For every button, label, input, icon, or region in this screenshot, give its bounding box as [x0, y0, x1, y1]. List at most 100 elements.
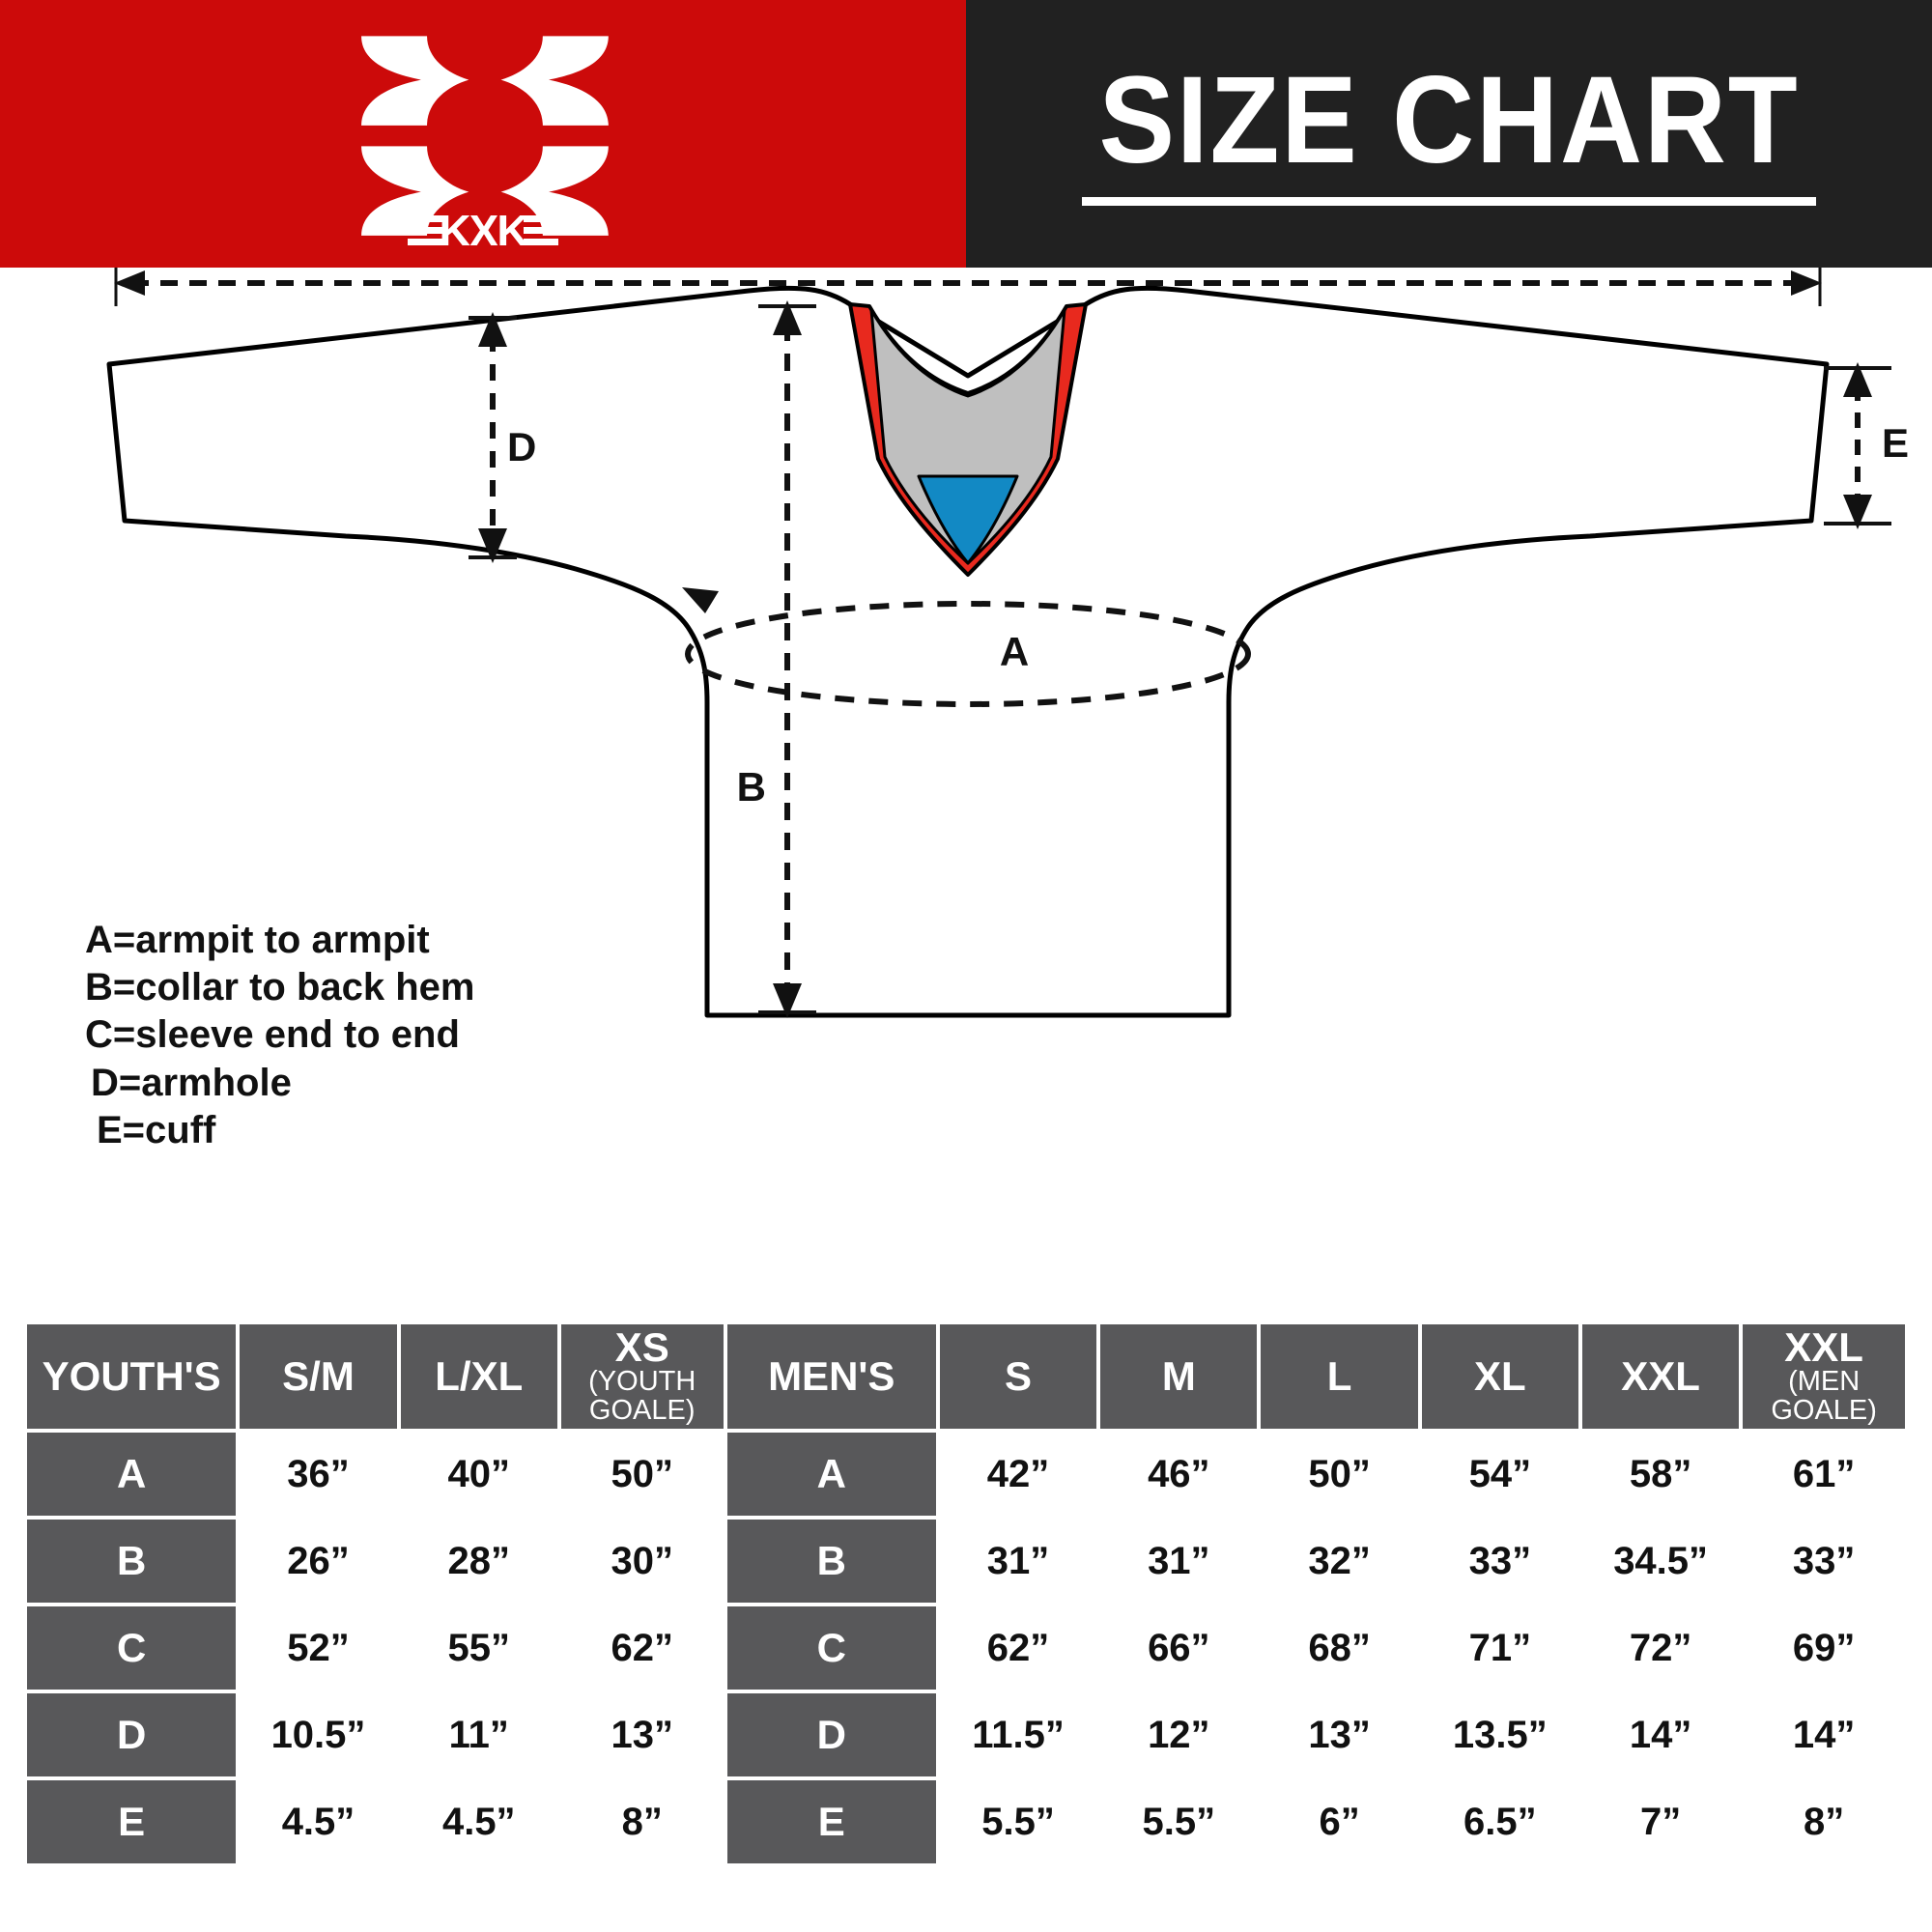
row-label-youth: D: [27, 1693, 237, 1776]
cell-youth-xs: 62”: [560, 1606, 724, 1690]
row-label-men: A: [726, 1433, 936, 1516]
dimension-b-arrow: [758, 300, 816, 1018]
cell-men-l: 68”: [1261, 1606, 1418, 1690]
measurement-legend: A=armpit to armpit B=collar to back hem …: [85, 918, 474, 1155]
dimension-e-arrow: [1824, 362, 1891, 529]
header-label: YOUTH'S: [42, 1353, 221, 1399]
legend-line-a: A=armpit to armpit: [85, 919, 430, 961]
cell-youth-sm: 10.5”: [240, 1693, 397, 1776]
table-row: C 52” 55” 62” C 62” 66” 68” 71” 72” 69”: [27, 1606, 1905, 1690]
cell-men-l: 13”: [1261, 1693, 1418, 1776]
dimension-a-ellipse: [682, 587, 1251, 707]
cell-youth-lxl: 4.5”: [400, 1780, 557, 1863]
cell-men-s: 42”: [939, 1433, 1097, 1516]
legend-line-e: E=cuff: [97, 1108, 216, 1151]
cell-men-l: 32”: [1261, 1520, 1418, 1603]
header-cell-men-m: M: [1100, 1324, 1258, 1429]
cell-men-xxl: 58”: [1581, 1433, 1740, 1516]
row-label-men: B: [726, 1520, 936, 1603]
jersey-diagram: C D E A: [0, 268, 1932, 1316]
header-cell-men-xxl-goalie: XXL (MEN GOALE): [1743, 1324, 1905, 1429]
cell-men-l: 50”: [1261, 1433, 1418, 1516]
cell-youth-lxl: 11”: [400, 1693, 557, 1776]
header-cell-youth-lxl: L/XL: [400, 1324, 557, 1429]
cell-men-xxl: 7”: [1581, 1780, 1740, 1863]
row-label-youth: A: [27, 1433, 237, 1516]
header-cell-youth-sm: S/M: [240, 1324, 397, 1429]
row-label-youth: C: [27, 1606, 237, 1690]
header-cell-men-s: S: [939, 1324, 1097, 1429]
row-label-men: E: [726, 1780, 936, 1863]
dimension-e-label: E: [1882, 420, 1909, 466]
cell-youth-sm: 36”: [240, 1433, 397, 1516]
dimension-c-arrow: [114, 268, 1822, 306]
cell-youth-xs: 13”: [560, 1693, 724, 1776]
cell-youth-sm: 26”: [240, 1520, 397, 1603]
header-label: S: [1005, 1353, 1033, 1399]
cell-men-s: 11.5”: [939, 1693, 1097, 1776]
header-sublabel: (YOUTH GOALE): [588, 1366, 696, 1426]
cell-men-l: 6”: [1261, 1780, 1418, 1863]
cell-men-xl: 71”: [1421, 1606, 1578, 1690]
table-row: B 26” 28” 30” B 31” 31” 32” 33” 34.5” 33…: [27, 1520, 1905, 1603]
cell-men-xl: 33”: [1421, 1520, 1578, 1603]
header-label: S/M: [282, 1353, 355, 1399]
header-cell-men-l: L: [1261, 1324, 1418, 1429]
cell-youth-sm: 4.5”: [240, 1780, 397, 1863]
row-label-youth: B: [27, 1520, 237, 1603]
jersey-outline: [106, 285, 1830, 1018]
legend-line-c: C=sleeve end to end: [85, 1013, 460, 1057]
page-header: KXK SIZE CHART: [0, 0, 1932, 268]
header-cell-youths: YOUTH'S: [27, 1324, 237, 1429]
table-header-row: YOUTH'S S/M L/XL XS (YOUTH GOALE) MEN'S …: [27, 1324, 1905, 1429]
cell-men-xl: 6.5”: [1421, 1780, 1578, 1863]
row-label-men: D: [726, 1693, 936, 1776]
cell-men-m: 12”: [1100, 1693, 1258, 1776]
header-cell-mens: MEN'S: [726, 1324, 936, 1429]
table-row: A 36” 40” 50” A 42” 46” 50” 54” 58” 61”: [27, 1433, 1905, 1516]
size-table-zone: YOUTH'S S/M L/XL XS (YOUTH GOALE) MEN'S …: [0, 1316, 1932, 1932]
cell-youth-lxl: 55”: [400, 1606, 557, 1690]
cell-men-m: 5.5”: [1100, 1780, 1258, 1863]
header-cell-men-xxl: XXL: [1581, 1324, 1740, 1429]
cell-men-s: 62”: [939, 1606, 1097, 1690]
cell-men-xxl: 72”: [1581, 1606, 1740, 1690]
kxk-hourglass-logo-icon: KXK: [361, 35, 609, 245]
cell-men-xxl: 14”: [1581, 1693, 1740, 1776]
cell-men-xxl-goalie: 33”: [1743, 1520, 1905, 1603]
header-label: XL: [1474, 1353, 1526, 1399]
dimension-a-label: A: [1000, 629, 1029, 674]
cell-men-xxl-goalie: 61”: [1743, 1433, 1905, 1516]
cell-men-m: 66”: [1100, 1606, 1258, 1690]
dimension-d-arrow: [469, 312, 517, 563]
table-row: E 4.5” 4.5” 8” E 5.5” 5.5” 6” 6.5” 7” 8”: [27, 1780, 1905, 1863]
cell-men-xxl: 34.5”: [1581, 1520, 1740, 1603]
dimension-d-label: D: [507, 424, 536, 469]
cell-men-m: 46”: [1100, 1433, 1258, 1516]
cell-men-xl: 54”: [1421, 1433, 1578, 1516]
cell-youth-xs: 30”: [560, 1520, 724, 1603]
header-cell-youth-xs-goalie: XS (YOUTH GOALE): [560, 1324, 724, 1429]
cell-youth-lxl: 28”: [400, 1520, 557, 1603]
title-underline: [1082, 196, 1816, 206]
row-label-men: C: [726, 1606, 936, 1690]
cell-youth-sm: 52”: [240, 1606, 397, 1690]
header-label: M: [1161, 1353, 1196, 1399]
cell-youth-xs: 50”: [560, 1433, 724, 1516]
header-label: XXL: [1621, 1353, 1700, 1399]
header-sublabel: (MEN GOALE): [1771, 1366, 1877, 1426]
cell-men-m: 31”: [1100, 1520, 1258, 1603]
header-label: MEN'S: [768, 1353, 895, 1399]
page-title: SIZE CHART: [1098, 51, 1800, 190]
cell-youth-lxl: 40”: [400, 1433, 557, 1516]
brand-panel: KXK: [0, 0, 966, 268]
collar-inner: [869, 308, 1066, 565]
cell-men-xl: 13.5”: [1421, 1693, 1578, 1776]
cell-men-xxl-goalie: 8”: [1743, 1780, 1905, 1863]
header-cell-men-xl: XL: [1421, 1324, 1578, 1429]
size-table: YOUTH'S S/M L/XL XS (YOUTH GOALE) MEN'S …: [23, 1321, 1909, 1867]
svg-text:KXK: KXK: [439, 206, 528, 245]
header-label: XXL: [1784, 1324, 1863, 1371]
legend-line-d: D=armhole: [91, 1061, 292, 1104]
dimension-b-label: B: [737, 764, 766, 810]
